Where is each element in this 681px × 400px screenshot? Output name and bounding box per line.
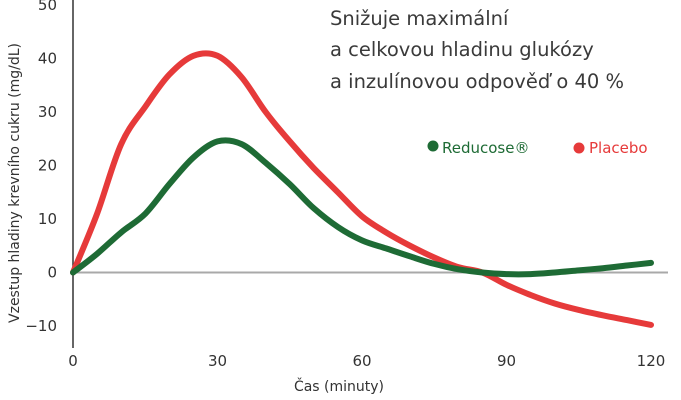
x-tick-label: 90 (497, 352, 516, 370)
y-tick-label: 40 (38, 50, 57, 68)
y-tick-label: 20 (38, 157, 57, 175)
series-lines (70, 50, 654, 328)
y-tick-label: 30 (38, 103, 57, 121)
x-tick-label: 60 (352, 352, 371, 370)
legend-marker-reducose (427, 140, 439, 152)
legend-marker-placebo (573, 142, 585, 154)
series-line-placebo (70, 50, 654, 328)
headline-line-1: Snižuje maximální (330, 7, 509, 30)
headline-line-2: a celkovou hladinu glukózy (330, 38, 594, 61)
y-tick-label: 50 (38, 0, 57, 14)
tick-labels: −10 0 10 20 30 40 50 0 30 60 90 120 (25, 0, 665, 370)
series-line-reducose (70, 137, 654, 278)
legend: Reducose® Placebo (427, 139, 648, 157)
chart-headline: Snižuje maximální a celkovou hladinu glu… (330, 7, 624, 93)
y-tick-label: −10 (25, 317, 57, 335)
y-axis-label: Vzestup hladiny krevního cukru (mg/dL) (7, 43, 23, 323)
x-tick-label: 120 (637, 352, 666, 370)
headline-line-3: a inzulínovou odpověď o 40 % (330, 70, 624, 93)
legend-label-placebo: Placebo (589, 139, 648, 157)
y-tick-label: 0 (47, 264, 57, 282)
x-axis-label: Čas (minuty) (294, 377, 384, 395)
x-tick-label: 30 (208, 352, 227, 370)
legend-label-reducose: Reducose® (442, 139, 529, 157)
x-tick-label: 0 (68, 352, 78, 370)
y-tick-label: 10 (38, 210, 57, 228)
